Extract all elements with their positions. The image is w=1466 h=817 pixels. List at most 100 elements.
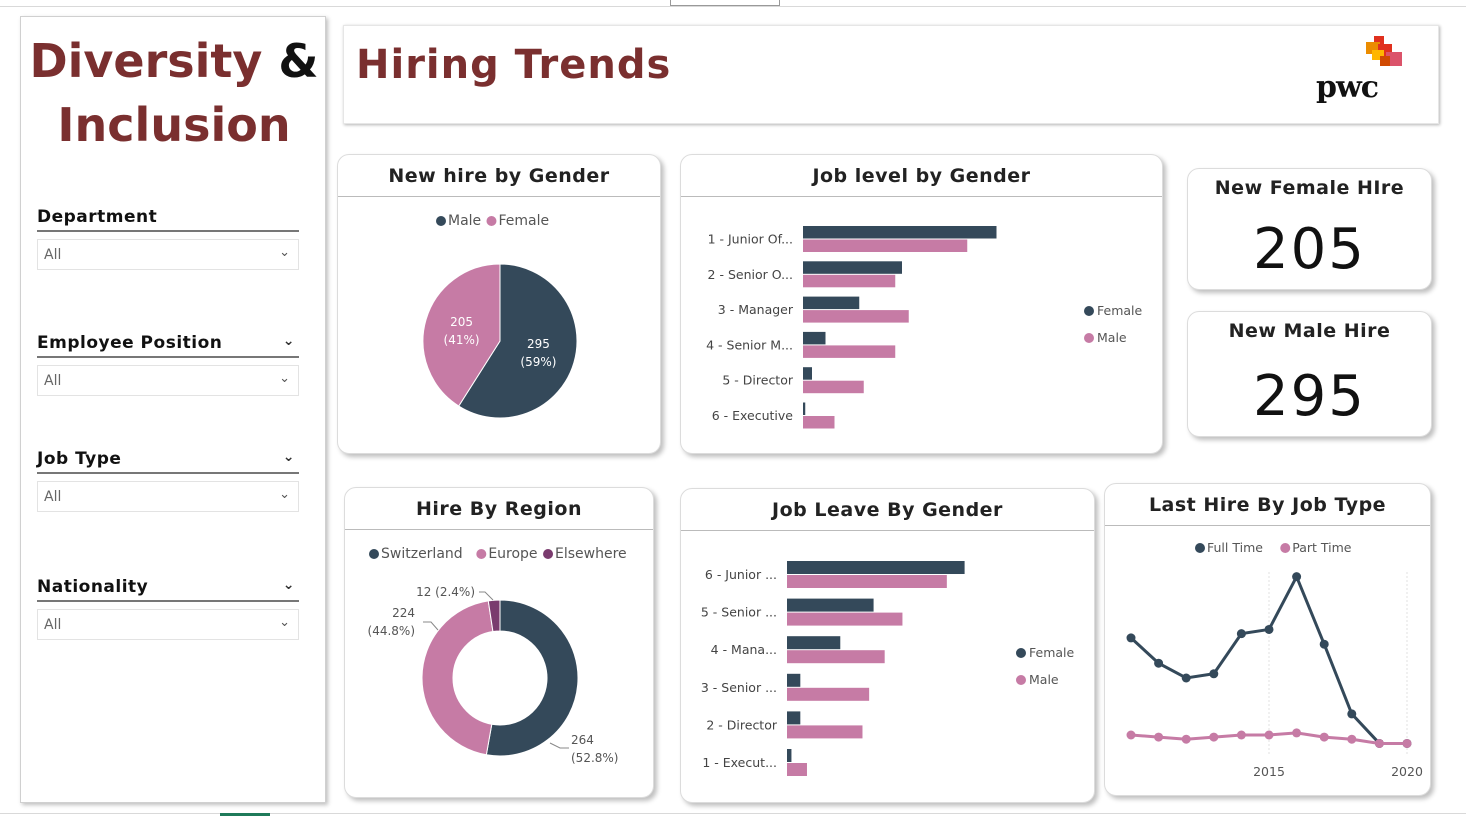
pwc-logo: pwc <box>1316 36 1404 116</box>
data-point <box>1292 728 1302 738</box>
leader-line <box>549 742 569 749</box>
category-label: 1 - Execut... <box>702 755 777 770</box>
chevron-down-icon: ⌄ <box>279 615 290 630</box>
hire-region-card: Hire By Region Switzerland Europe Elsewher… <box>344 487 654 798</box>
bar-female <box>787 711 801 725</box>
dropdown-value: All <box>44 247 62 263</box>
chart-title: Last Hire By Job Type <box>1105 484 1430 526</box>
legend-label: Male <box>1029 672 1059 687</box>
chevron-down-icon[interactable]: ⌄ <box>282 333 295 349</box>
data-label: (52.8%) <box>571 751 618 765</box>
chevron-down-icon[interactable]: ⌄ <box>282 577 295 593</box>
category-label: 5 - Director <box>722 373 793 388</box>
category-label: 1 - Junior Of... <box>708 232 793 247</box>
data-point <box>1154 732 1164 742</box>
bar-male <box>787 763 807 776</box>
department-dropdown[interactable]: All ⌄ <box>37 239 299 270</box>
brand-word-diversity: Diversity <box>29 34 263 88</box>
bar-female <box>787 636 841 650</box>
dropdown-value: All <box>44 617 62 633</box>
top-tab-handle[interactable] <box>670 0 780 6</box>
data-label: (41%) <box>444 333 480 347</box>
bar-male <box>803 310 909 323</box>
slicer-employee-position: Employee Position ⌄ All ⌄ <box>37 333 299 396</box>
job-leave-gender-chart[interactable]: 6 - Junior ... 5 - Senior ... 4 - Mana... 3… <box>681 489 1096 804</box>
leader-line <box>423 621 439 631</box>
data-point <box>1181 673 1191 683</box>
legend-label: Male <box>1097 330 1127 345</box>
category-label: 5 - Senior ... <box>701 605 777 620</box>
bar-male <box>803 416 835 429</box>
data-point <box>1236 730 1246 740</box>
chevron-down-icon: ⌄ <box>279 245 290 260</box>
data-point <box>1264 624 1274 634</box>
data-point <box>1126 730 1136 740</box>
kpi-value: 205 <box>1253 217 1366 282</box>
job-level-gender-chart[interactable]: 1 - Junior Of... 2 - Senior O... 3 - Manag… <box>681 155 1164 455</box>
data-point <box>1319 732 1329 742</box>
slicer-title: Employee Position ⌄ <box>37 333 299 358</box>
legend-label: Female <box>498 213 549 229</box>
data-label: 264 <box>571 733 594 747</box>
hire-region-chart[interactable]: Switzerland Europe Elsewhere 264 (52.8%) 224 (… <box>345 488 655 799</box>
kpi-new-male-hire: New Male Hire 295 <box>1187 311 1432 437</box>
bar-female <box>803 367 812 380</box>
bar-female <box>803 261 902 274</box>
bar-male <box>803 274 896 288</box>
legend-marker <box>369 549 379 559</box>
category-label: 3 - Manager <box>718 302 794 317</box>
data-point <box>1347 734 1357 744</box>
legend-label: Female <box>1029 645 1075 660</box>
data-label: 224 <box>392 606 415 620</box>
dropdown-value: All <box>44 373 62 389</box>
page-title: Hiring Trends <box>356 42 672 88</box>
legend-marker <box>543 549 554 559</box>
bar-male <box>787 687 870 701</box>
leader-line <box>479 591 494 601</box>
slicer-title: Nationality ⌄ <box>37 577 299 602</box>
x-tick-label: 2020 <box>1391 764 1423 779</box>
category-label: 4 - Mana... <box>711 642 777 657</box>
bar-male <box>787 612 903 626</box>
data-point <box>1209 732 1219 742</box>
data-point <box>1236 629 1246 639</box>
employee-position-dropdown[interactable]: All ⌄ <box>37 365 299 396</box>
data-point <box>1319 639 1329 649</box>
slicer-title: Job Type ⌄ <box>37 449 299 474</box>
job-leave-gender-card: Job Leave By Gender 6 - Junior ... 5 - Se… <box>680 488 1095 803</box>
bar-female <box>787 598 874 612</box>
pwc-logo-mark <box>1366 36 1402 66</box>
job-level-gender-card: Job level by Gender 1 - Junior Of... 2 - … <box>680 154 1163 454</box>
legend-label: Elsewhere <box>555 546 627 562</box>
kpi-new-female-hire: New Female HIre 205 <box>1187 168 1432 290</box>
legend-label: Male <box>448 213 481 229</box>
kpi-title: New Male Hire <box>1228 320 1391 342</box>
category-label: 4 - Senior M... <box>706 337 793 352</box>
bar-male <box>787 650 885 664</box>
category-label: 2 - Director <box>706 717 777 732</box>
data-point <box>1292 572 1302 582</box>
category-label: 2 - Senior O... <box>708 267 793 282</box>
kpi-title: New Female HIre <box>1214 177 1405 199</box>
slicer-title-text: Nationality <box>37 577 149 597</box>
bar-male <box>803 239 968 252</box>
legend-label: Europe <box>488 546 537 562</box>
data-label: 205 <box>450 315 473 329</box>
chart-title: New hire by Gender <box>338 155 660 197</box>
last-hire-job-type-chart[interactable]: Full Time Part Time 2015 2020 <box>1105 484 1432 797</box>
brand-ampersand: & <box>278 34 319 88</box>
nationality-dropdown[interactable]: All ⌄ <box>37 609 299 640</box>
brand-word-inclusion: Inclusion <box>57 98 291 152</box>
data-point <box>1154 658 1164 668</box>
new-hire-gender-chart[interactable]: Male Female 295 (59%) 205 (41%) <box>338 155 662 455</box>
slicer-department: Department All ⌄ <box>37 207 299 270</box>
active-sheet-tab[interactable] <box>220 813 270 816</box>
data-label: (44.8%) <box>368 624 415 638</box>
slicer-title-text: Job Type <box>37 449 122 469</box>
chevron-down-icon[interactable]: ⌄ <box>282 449 295 465</box>
data-point <box>1402 738 1412 748</box>
job-type-dropdown[interactable]: All ⌄ <box>37 481 299 512</box>
chart-title: Job level by Gender <box>681 155 1162 197</box>
data-point <box>1181 734 1191 744</box>
legend-marker <box>1016 648 1026 658</box>
